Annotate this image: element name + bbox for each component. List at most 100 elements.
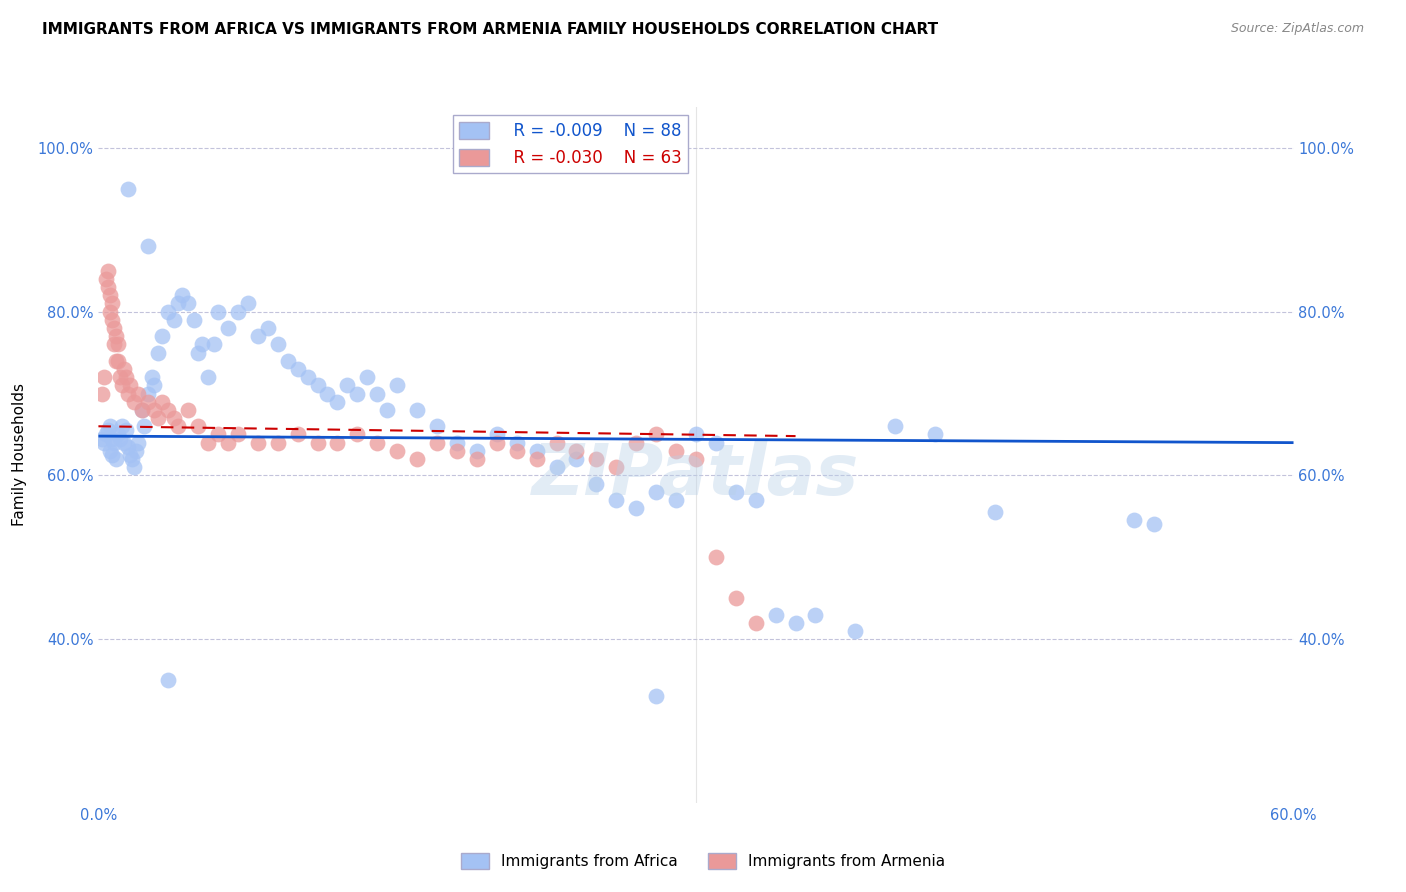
- Point: [110, 370, 132, 384]
- Point: [685, 427, 707, 442]
- Point: [426, 419, 449, 434]
- Point: [96, 272, 118, 286]
- Point: [117, 182, 139, 196]
- Point: [626, 435, 648, 450]
- Point: [107, 353, 129, 368]
- Point: [506, 435, 529, 450]
- Point: [546, 460, 568, 475]
- Point: [167, 296, 190, 310]
- Point: [141, 370, 163, 384]
- Point: [143, 403, 166, 417]
- Point: [465, 452, 488, 467]
- Point: [217, 435, 239, 450]
- Point: [101, 432, 124, 446]
- Point: [724, 484, 747, 499]
- Point: [197, 435, 219, 450]
- Point: [406, 403, 429, 417]
- Point: [645, 484, 668, 499]
- Point: [226, 427, 249, 442]
- Point: [406, 452, 429, 467]
- Point: [97, 264, 120, 278]
- Point: [187, 345, 209, 359]
- Point: [626, 501, 648, 516]
- Point: [105, 353, 128, 368]
- Point: [101, 448, 124, 462]
- Point: [226, 304, 249, 318]
- Point: [336, 378, 359, 392]
- Legend:   R = -0.009    N = 88,   R = -0.030    N = 63: R = -0.009 N = 88, R = -0.030 N = 63: [453, 115, 688, 173]
- Point: [685, 452, 707, 467]
- Point: [125, 443, 148, 458]
- Point: [124, 394, 146, 409]
- Point: [565, 452, 588, 467]
- Point: [267, 435, 290, 450]
- Point: [111, 419, 134, 434]
- Point: [287, 362, 309, 376]
- Point: [197, 370, 219, 384]
- Point: [150, 394, 173, 409]
- Point: [157, 304, 180, 318]
- Point: [605, 460, 627, 475]
- Point: [884, 419, 907, 434]
- Point: [177, 403, 200, 417]
- Y-axis label: Family Households: Family Households: [11, 384, 27, 526]
- Point: [316, 386, 339, 401]
- Text: Source: ZipAtlas.com: Source: ZipAtlas.com: [1230, 22, 1364, 36]
- Point: [704, 435, 727, 450]
- Point: [485, 427, 508, 442]
- Point: [207, 304, 229, 318]
- Point: [136, 386, 159, 401]
- Point: [105, 452, 128, 467]
- Point: [924, 427, 946, 442]
- Point: [426, 435, 449, 450]
- Point: [236, 296, 259, 310]
- Point: [115, 423, 138, 437]
- Point: [143, 378, 166, 392]
- Point: [804, 607, 827, 622]
- Point: [984, 505, 1007, 519]
- Point: [585, 476, 607, 491]
- Point: [148, 345, 170, 359]
- Point: [172, 288, 194, 302]
- Point: [112, 435, 135, 450]
- Point: [465, 443, 488, 458]
- Point: [1143, 517, 1166, 532]
- Point: [585, 452, 607, 467]
- Point: [105, 329, 128, 343]
- Point: [356, 370, 378, 384]
- Point: [134, 419, 156, 434]
- Point: [127, 386, 149, 401]
- Point: [163, 411, 186, 425]
- Point: [207, 427, 229, 442]
- Point: [665, 443, 688, 458]
- Point: [187, 419, 209, 434]
- Point: [277, 353, 299, 368]
- Point: [107, 427, 129, 442]
- Point: [103, 435, 125, 450]
- Point: [101, 296, 124, 310]
- Point: [191, 337, 214, 351]
- Point: [100, 304, 122, 318]
- Point: [183, 313, 205, 327]
- Point: [110, 432, 132, 446]
- Point: [91, 432, 114, 446]
- Point: [131, 403, 153, 417]
- Point: [121, 452, 143, 467]
- Point: [526, 443, 548, 458]
- Point: [246, 435, 269, 450]
- Point: [645, 427, 668, 442]
- Point: [167, 419, 190, 434]
- Legend: Immigrants from Africa, Immigrants from Armenia: Immigrants from Africa, Immigrants from …: [456, 847, 950, 875]
- Point: [375, 403, 398, 417]
- Point: [745, 492, 768, 507]
- Point: [385, 443, 409, 458]
- Point: [704, 550, 727, 565]
- Point: [485, 435, 508, 450]
- Point: [326, 435, 349, 450]
- Point: [157, 673, 180, 687]
- Point: [287, 427, 309, 442]
- Point: [117, 440, 139, 454]
- Point: [724, 591, 747, 606]
- Point: [107, 337, 129, 351]
- Point: [217, 321, 239, 335]
